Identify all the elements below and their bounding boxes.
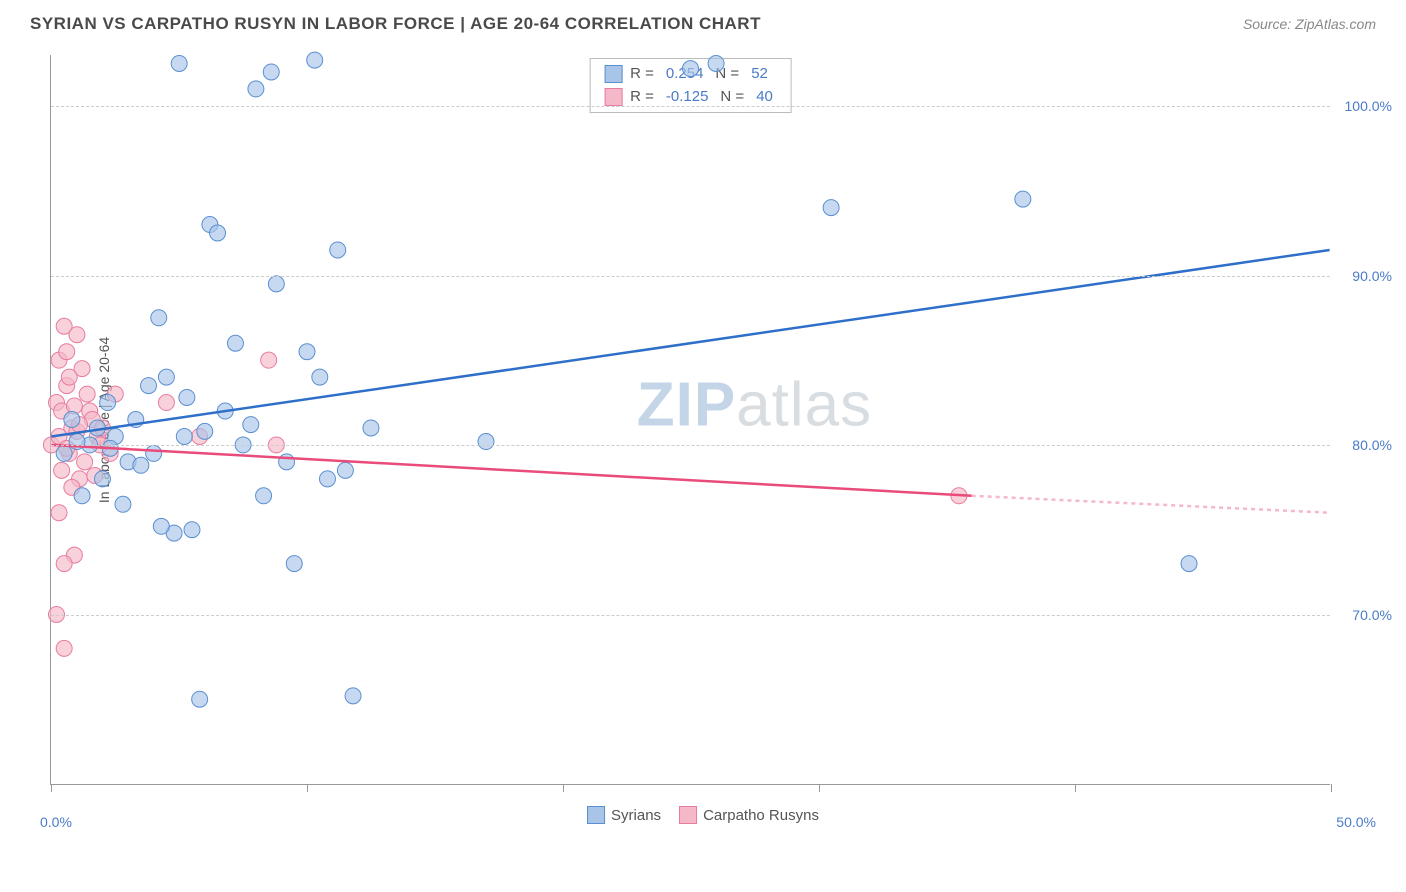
scatter-point [1181,556,1197,572]
scatter-point [115,496,131,512]
scatter-point [823,200,839,216]
scatter-point [248,81,264,97]
scatter-point [59,344,75,360]
grid-line [51,106,1330,107]
trend-line [51,445,971,496]
scatter-point [312,369,328,385]
scatter-point [54,462,70,478]
x-tick [819,784,820,792]
scatter-point [64,412,80,428]
scatter-point [256,488,272,504]
scatter-point [171,55,187,71]
grid-line [51,276,1330,277]
scatter-point [708,55,724,71]
scatter-point [319,471,335,487]
scatter-point [100,395,116,411]
scatter-point [77,454,93,470]
y-tick-label: 90.0% [1337,268,1392,284]
scatter-point [95,471,111,487]
x-tick [563,784,564,792]
scatter-point [184,522,200,538]
scatter-point [141,378,157,394]
chart-plot-area: In Labor Force | Age 20-64 ZIPatlas R = … [50,55,1330,785]
x-tick [1075,784,1076,792]
trend-line [972,496,1330,513]
legend-item-carpatho: Carpatho Rusyns [679,806,819,824]
chart-source: Source: ZipAtlas.com [1243,16,1376,32]
scatter-point [279,454,295,470]
legend-label-syrians: Syrians [611,807,661,824]
scatter-point [133,457,149,473]
x-tick [307,784,308,792]
scatter-point [345,688,361,704]
grid-line [51,445,1330,446]
scatter-point [268,276,284,292]
scatter-point [299,344,315,360]
scatter-point [56,445,72,461]
scatter-point [158,395,174,411]
scatter-point [210,225,226,241]
scatter-point [153,518,169,534]
scatter-point [307,52,323,68]
scatter-point [363,420,379,436]
scatter-point [337,462,353,478]
scatter-point [683,61,699,77]
x-tick [51,784,52,792]
scatter-point [79,386,95,402]
scatter-point [286,556,302,572]
scatter-svg [51,55,1330,784]
y-tick-label: 80.0% [1337,437,1392,453]
scatter-point [51,505,67,521]
swatch-syrians [587,806,605,824]
y-tick-label: 100.0% [1337,98,1392,114]
legend-label-carpatho: Carpatho Rusyns [703,807,819,824]
scatter-point [227,335,243,351]
series-legend: Syrians Carpatho Rusyns [587,806,819,824]
scatter-point [146,445,162,461]
chart-header: SYRIAN VS CARPATHO RUSYN IN LABOR FORCE … [0,0,1406,44]
scatter-point [56,640,72,656]
scatter-point [261,352,277,368]
x-tick-end: 50.0% [1336,814,1376,830]
scatter-point [478,434,494,450]
scatter-point [74,488,90,504]
scatter-point [179,389,195,405]
legend-item-syrians: Syrians [587,806,661,824]
x-tick-start: 0.0% [40,814,72,830]
scatter-point [1015,191,1031,207]
scatter-point [330,242,346,258]
scatter-point [263,64,279,80]
chart-title: SYRIAN VS CARPATHO RUSYN IN LABOR FORCE … [30,14,761,34]
scatter-point [243,417,259,433]
scatter-point [197,423,213,439]
y-tick-label: 70.0% [1337,607,1392,623]
scatter-point [69,327,85,343]
scatter-point [56,556,72,572]
swatch-carpatho [679,806,697,824]
scatter-point [158,369,174,385]
grid-line [51,615,1330,616]
scatter-point [176,428,192,444]
scatter-point [192,691,208,707]
scatter-point [151,310,167,326]
x-tick [1331,784,1332,792]
scatter-point [61,369,77,385]
